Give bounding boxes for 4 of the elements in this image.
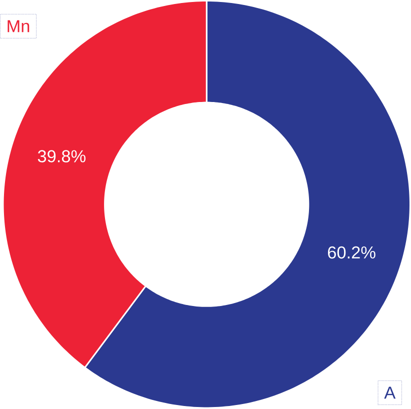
data-label: 60.2% xyxy=(328,246,376,259)
slice-label: A xyxy=(384,386,396,399)
slice-label: Mn xyxy=(8,20,30,32)
data-label: 39.8% xyxy=(38,150,86,162)
